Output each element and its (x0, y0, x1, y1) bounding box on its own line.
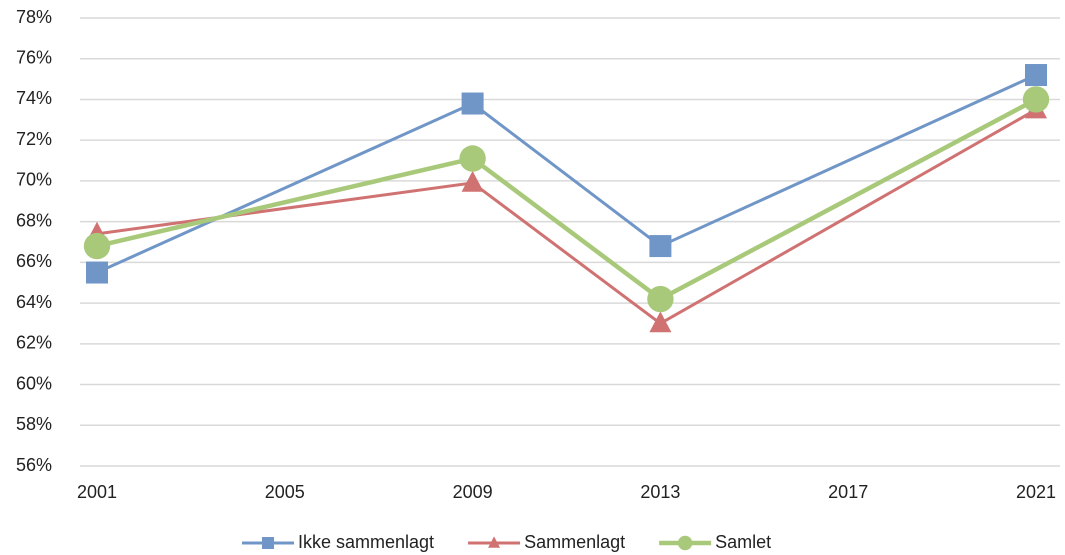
y-tick-label: 74% (16, 88, 52, 108)
marker (677, 535, 693, 551)
y-tick-label: 66% (16, 251, 52, 271)
y-tick-label: 70% (16, 170, 52, 190)
x-tick-label: 2009 (453, 482, 493, 502)
marker (83, 232, 111, 260)
y-tick-label: 78% (16, 7, 52, 27)
marker (647, 285, 674, 313)
x-tick-label: 2001 (77, 482, 117, 502)
legend-label: Ikke sammenlagt (298, 532, 434, 552)
marker (488, 536, 501, 548)
x-tick-label: 2021 (1016, 482, 1056, 502)
marker (262, 537, 274, 549)
series-line (96, 97, 1038, 302)
y-tick-label: 76% (16, 47, 52, 67)
marker (649, 311, 672, 333)
y-tick-label: 72% (16, 129, 52, 149)
series-line (96, 108, 1037, 326)
marker (86, 261, 108, 284)
x-tick-label: 2013 (640, 482, 680, 502)
y-tick-label: 58% (16, 414, 52, 434)
marker (459, 145, 486, 172)
marker (1022, 86, 1050, 113)
marker (461, 170, 484, 192)
marker (649, 235, 672, 258)
y-tick-label: 60% (16, 373, 52, 393)
y-tick-label: 68% (16, 210, 52, 230)
legend-label: Sammenlagt (524, 532, 625, 552)
y-tick-label: 62% (16, 333, 52, 353)
x-tick-label: 2017 (828, 482, 868, 502)
marker (461, 92, 484, 115)
series-line (96, 73, 1037, 274)
x-tick-label: 2005 (265, 482, 305, 502)
y-tick-label: 64% (16, 292, 52, 312)
y-tick-label: 56% (16, 455, 52, 475)
legend-label: Samlet (715, 532, 771, 552)
marker (1025, 64, 1047, 87)
